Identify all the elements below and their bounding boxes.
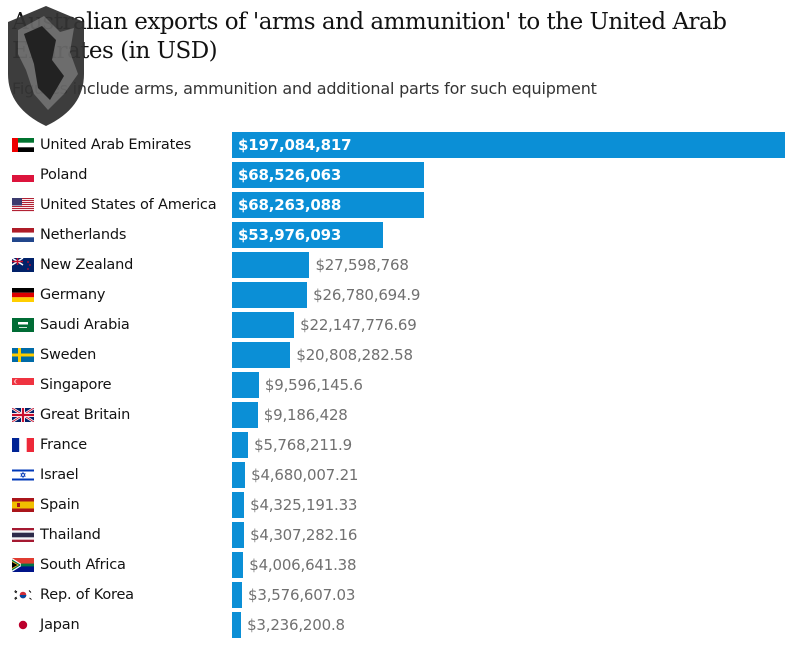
value-label: $3,236,200.8 <box>247 616 345 634</box>
flag-new-zealand-icon <box>12 258 34 272</box>
category-label: United Arab Emirates <box>40 137 192 153</box>
bar-row: France $5,768,211.9 <box>0 431 790 461</box>
shield-logo-watermark <box>8 6 84 126</box>
category-label: Netherlands <box>40 227 127 243</box>
category-label: Singapore <box>40 377 112 393</box>
bar-row: Israel $4,680,007.21 <box>0 461 790 491</box>
value-label: $4,307,282.16 <box>250 526 358 544</box>
value-label: $4,680,007.21 <box>251 466 359 484</box>
category-label: Israel <box>40 467 79 483</box>
value-label: $3,576,607.03 <box>248 586 356 604</box>
bar-row: United States of America $68,263,088 <box>0 191 790 221</box>
bar-row: Japan $3,236,200.8 <box>0 611 790 641</box>
chart-subtitle: Figures include arms, ammunition and add… <box>12 79 597 98</box>
bar <box>232 372 259 398</box>
bar <box>232 462 246 488</box>
category-label: Sweden <box>40 347 97 363</box>
bar <box>232 222 384 248</box>
category-label: Great Britain <box>40 407 131 423</box>
bar <box>232 522 245 548</box>
bar-row: Great Britain $9,186,428 <box>0 401 790 431</box>
bar <box>232 282 308 308</box>
flag-saudi-arabia-icon <box>12 318 34 332</box>
flag-great-britain-icon <box>12 408 34 422</box>
flag-uae-icon <box>12 138 34 152</box>
category-label: Germany <box>40 287 106 303</box>
value-label: $5,768,211.9 <box>254 436 352 454</box>
flag-japan-icon <box>12 618 34 632</box>
category-label: United States of America <box>40 197 217 213</box>
category-label: Thailand <box>40 527 101 543</box>
category-label: New Zealand <box>40 257 134 273</box>
bar <box>232 402 258 428</box>
bar-row: South Africa $4,006,641.38 <box>0 551 790 581</box>
category-label: Rep. of Korea <box>40 587 134 603</box>
bar <box>232 312 295 338</box>
value-label: $22,147,776.69 <box>300 316 417 334</box>
bar <box>232 252 310 278</box>
bar <box>232 162 425 188</box>
value-label: $26,780,694.9 <box>313 286 421 304</box>
bar <box>232 432 249 458</box>
value-label: $68,263,088 <box>238 196 342 214</box>
category-label: Spain <box>40 497 80 513</box>
category-label: South Africa <box>40 557 126 573</box>
flag-usa-icon <box>12 198 34 212</box>
bar-row: Germany $26,780,694.9 <box>0 281 790 311</box>
bar-row: Spain $4,325,191.33 <box>0 491 790 521</box>
bar-row: United Arab Emirates $197,084,817 <box>0 131 790 161</box>
flag-germany-icon <box>12 288 34 302</box>
category-label: Saudi Arabia <box>40 317 130 333</box>
bar-row: Saudi Arabia $22,147,776.69 <box>0 311 790 341</box>
bar <box>232 552 244 578</box>
flag-israel-icon <box>12 468 34 482</box>
bar-row: New Zealand $27,598,768 <box>0 251 790 281</box>
flag-spain-icon <box>12 498 34 512</box>
value-label: $9,186,428 <box>263 406 348 424</box>
bar-row: Thailand $4,307,282.16 <box>0 521 790 551</box>
flag-netherlands-icon <box>12 228 34 242</box>
flag-korea-icon <box>12 588 34 602</box>
value-label: $27,598,768 <box>315 256 409 274</box>
flag-south-africa-icon <box>12 558 34 572</box>
value-label: $20,808,282.58 <box>296 346 413 364</box>
bar-row: Sweden $20,808,282.58 <box>0 341 790 371</box>
bar <box>232 492 245 518</box>
bar <box>232 192 424 218</box>
bar <box>232 582 243 608</box>
value-label: $9,596,145.6 <box>264 376 363 394</box>
value-label: $68,526,063 <box>238 166 342 184</box>
bar-row: Singapore $9,596,145.6 <box>0 371 790 401</box>
bar <box>232 342 291 368</box>
value-label: $4,325,191.33 <box>250 496 358 514</box>
flag-sweden-icon <box>12 348 34 362</box>
category-label: Japan <box>40 617 80 633</box>
value-label: $53,976,093 <box>238 226 342 244</box>
flag-poland-icon <box>12 168 34 182</box>
bar-row: Netherlands $53,976,093 <box>0 221 790 251</box>
bar-row: Rep. of Korea $3,576,607.03 <box>0 581 790 611</box>
bar <box>232 612 242 638</box>
chart-title: Australian exports of 'arms and ammuniti… <box>12 9 727 64</box>
value-label: $4,006,641.38 <box>249 556 357 574</box>
category-label: France <box>40 437 88 453</box>
category-label: Poland <box>40 167 88 183</box>
bar-row: Poland $68,526,063 <box>0 161 790 191</box>
flag-france-icon <box>12 438 34 452</box>
value-label: $197,084,817 <box>238 136 352 154</box>
bar <box>232 132 785 158</box>
flag-thailand-icon <box>12 528 34 542</box>
flag-singapore-icon <box>12 378 34 392</box>
